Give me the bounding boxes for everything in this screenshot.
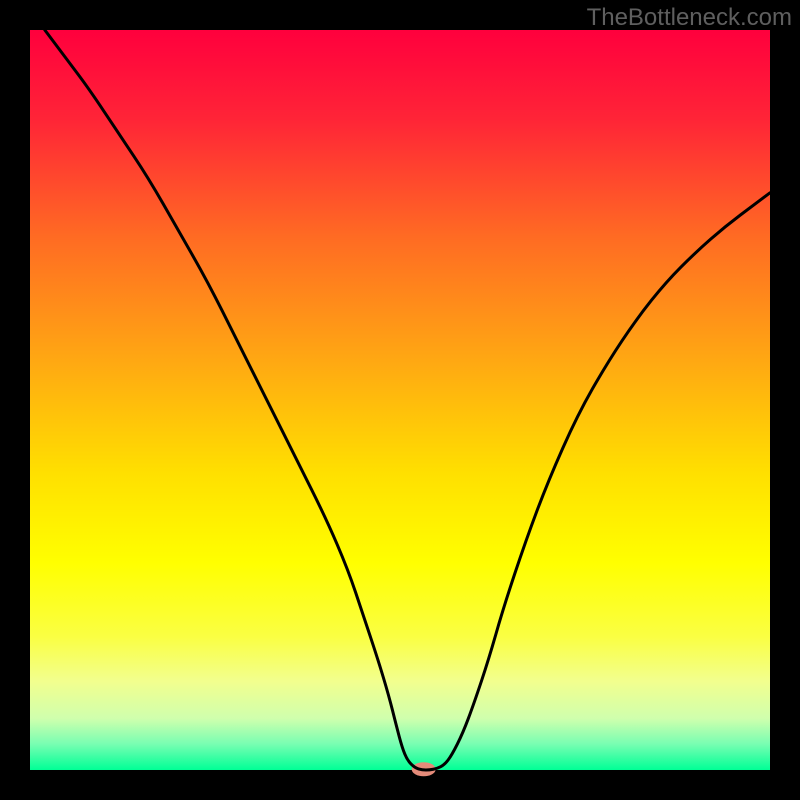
plot-background (30, 30, 770, 770)
watermark-text: TheBottleneck.com (587, 4, 792, 32)
bottleneck-chart (0, 0, 800, 800)
chart-container: TheBottleneck.com (0, 0, 800, 800)
